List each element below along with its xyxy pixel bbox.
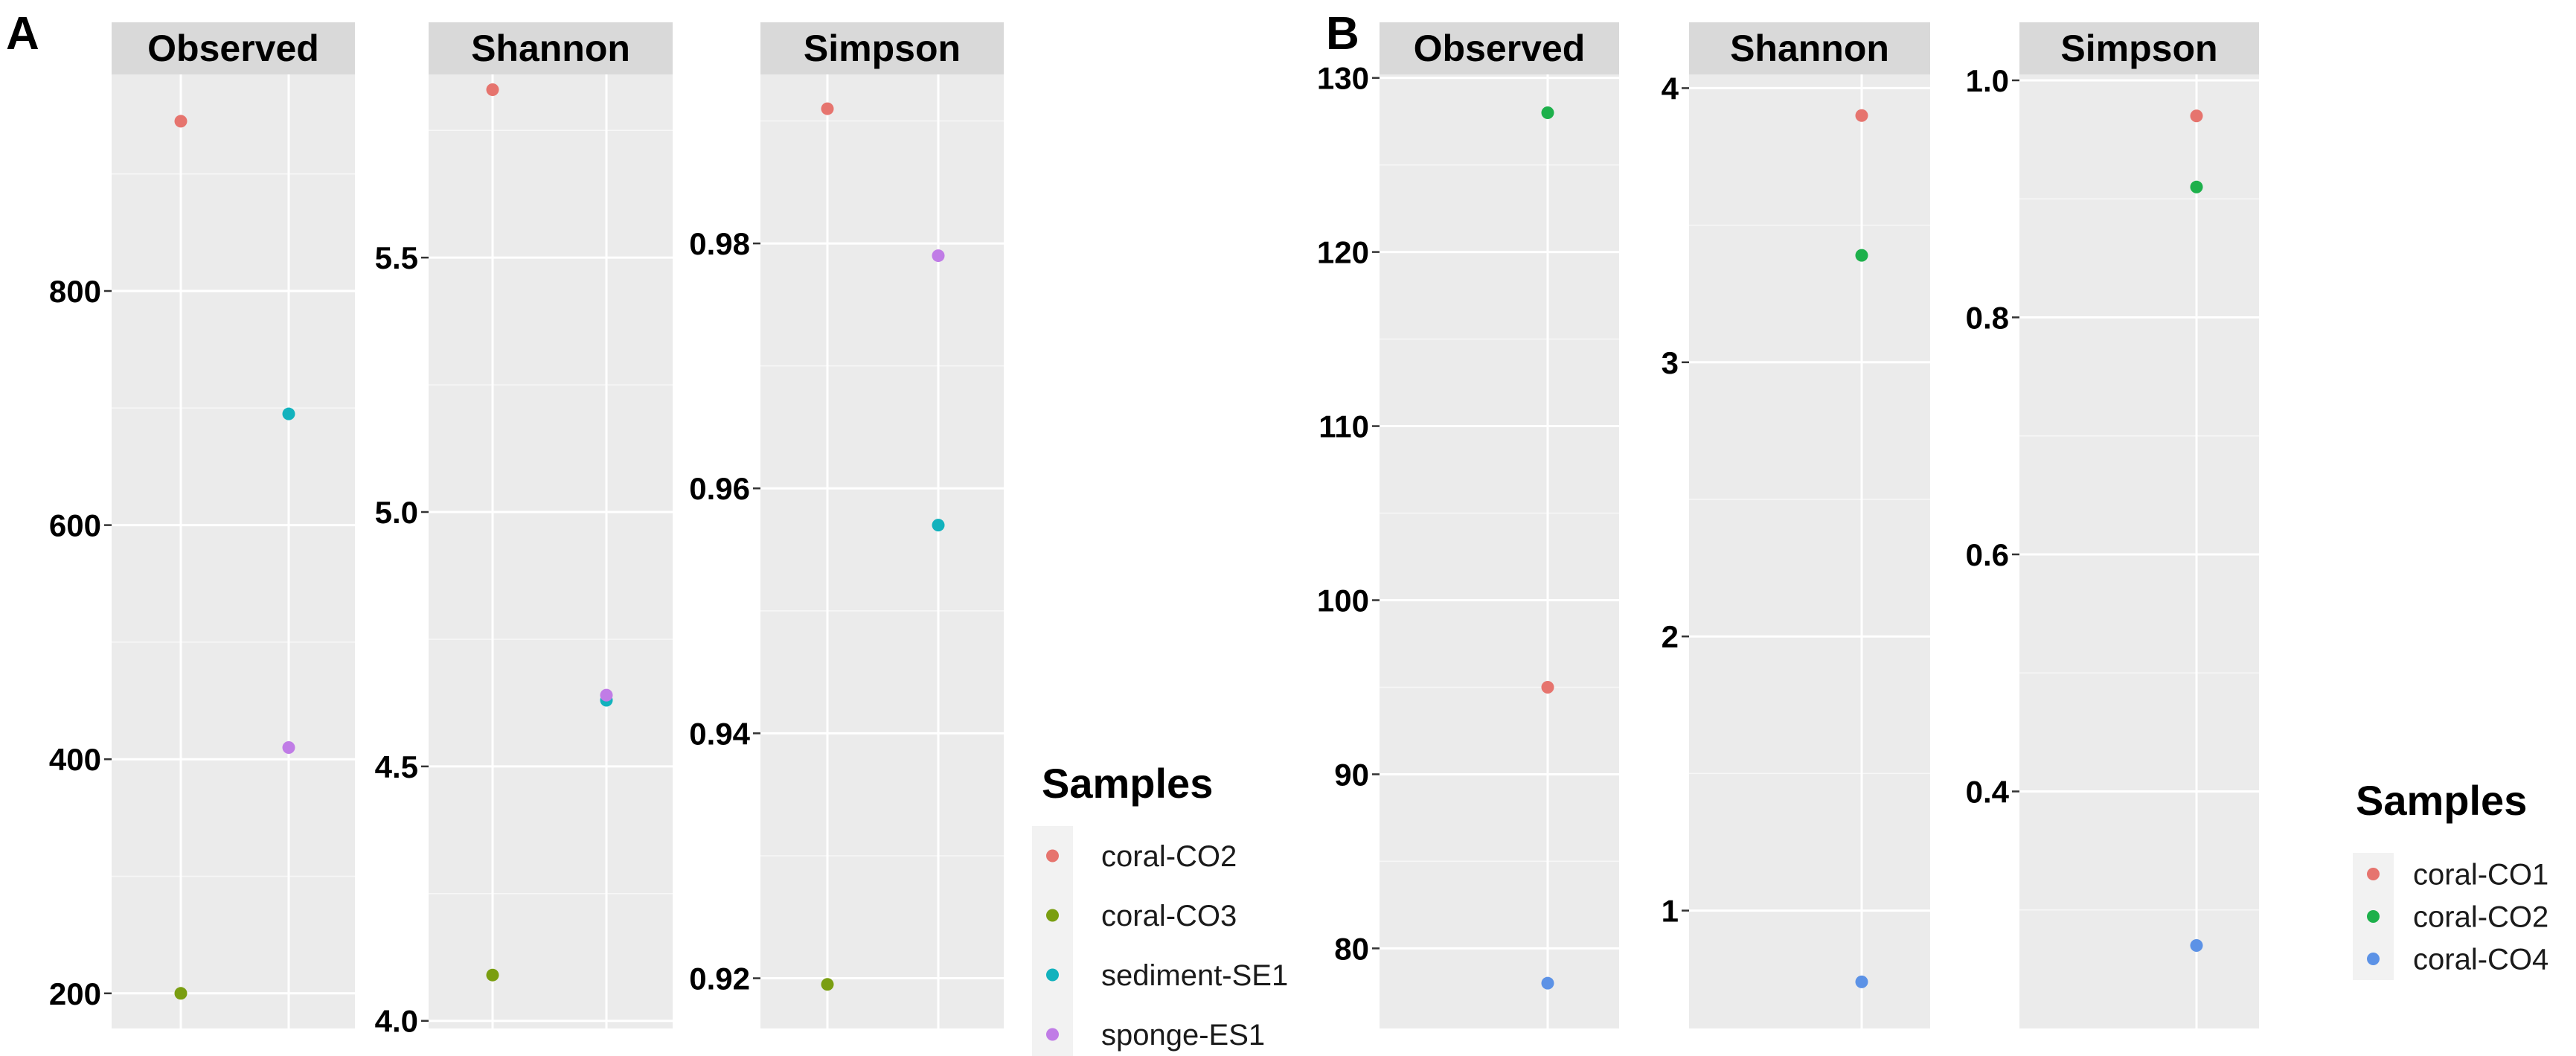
- y-tick-label: 0.6: [1966, 537, 2009, 572]
- facet-strip: [429, 22, 673, 74]
- panel-a-simpson-facet: Simpson 0.92 0.94 0.96 0.98: [689, 22, 1004, 1028]
- legend-key-coral-CO2: [1046, 849, 1059, 863]
- y-tick-label: 2: [1662, 619, 1679, 654]
- panel-a-shannon-facet: Shannon 4.0 4.5 5.0 5.5: [375, 22, 673, 1039]
- y-tick-label: 400: [49, 742, 101, 777]
- y-tick-label: 4: [1662, 71, 1679, 106]
- y-tick-label: 0.4: [1966, 774, 2010, 809]
- y-tick-label: 200: [49, 976, 101, 1011]
- legend-label: sediment-SE1: [1101, 959, 1288, 992]
- legend-label: coral-CO3: [1101, 900, 1237, 932]
- panel-a-label: A: [6, 8, 39, 60]
- y-tick-label: 5.0: [375, 495, 418, 530]
- legend-key-coral-CO1: [2367, 868, 2380, 880]
- y-tick-label: 0.92: [689, 961, 750, 996]
- legend-key-coral-CO4: [2367, 953, 2380, 965]
- legend-key-sediment-SE1: [1046, 968, 1059, 982]
- data-point-coral-CO2: [821, 102, 834, 115]
- facet-strip: [112, 22, 355, 74]
- y-tick-label: 130: [1317, 61, 1369, 96]
- data-point-coral-CO3: [821, 978, 834, 991]
- data-point-sponge-ES1: [282, 740, 295, 754]
- facet-title: Simpson: [2060, 28, 2217, 69]
- plot-background: [1380, 74, 1619, 1028]
- facet-title: Observed: [1414, 28, 1586, 69]
- y-tick-label: 1.0: [1966, 63, 2009, 98]
- legend-title: Samples: [1042, 760, 1213, 807]
- data-point-coral-CO2: [1855, 249, 1868, 262]
- legend-label: coral-CO2: [2413, 901, 2548, 934]
- legend-key-sponge-ES1: [1046, 1028, 1059, 1041]
- data-point-coral-CO2: [174, 115, 188, 128]
- plot-background: [1689, 74, 1930, 1028]
- y-tick-label: 0.8: [1966, 300, 2009, 335]
- y-tick-label: 5.5: [375, 240, 418, 275]
- y-tick-label: 800: [49, 274, 101, 309]
- facet-title: Shannon: [1730, 28, 1889, 69]
- y-tick-label: 0.98: [689, 226, 750, 261]
- panel-b-simpson-facet: Simpson 0.4 0.6 0.8 1.0: [1966, 22, 2259, 1028]
- y-tick-label: 4.5: [375, 749, 418, 784]
- panel-b-label: B: [1326, 8, 1359, 60]
- facet-title: Simpson: [804, 28, 961, 69]
- data-point-coral-CO4: [1855, 975, 1868, 988]
- data-point-sediment-SE1: [932, 519, 945, 532]
- y-tick-label: 1: [1662, 894, 1679, 929]
- legend-label: coral-CO1: [2413, 859, 2548, 892]
- y-tick-label: 4.0: [375, 1004, 418, 1039]
- data-point-coral-CO1: [2190, 109, 2203, 123]
- plot-background: [112, 74, 355, 1028]
- plot-background: [2019, 74, 2259, 1028]
- data-point-coral-CO2: [1541, 106, 1554, 119]
- legend-title: Samples: [2356, 777, 2527, 824]
- y-tick-label: 0.96: [689, 471, 750, 506]
- legend-key-coral-CO2: [2367, 910, 2380, 923]
- legend-label: coral-CO4: [2413, 944, 2548, 976]
- facet-strip: [2019, 22, 2259, 74]
- y-tick-label: 600: [49, 508, 101, 543]
- y-tick-label: 110: [1319, 409, 1369, 444]
- data-point-coral-CO3: [174, 987, 188, 1000]
- legend-label: sponge-ES1: [1101, 1019, 1265, 1052]
- plot-background: [760, 74, 1004, 1028]
- panel-a-legend: Samples coral-CO2 coral-CO3 sediment-SE1 spo…: [1032, 760, 1288, 1056]
- facet-strip: [760, 22, 1004, 74]
- facet-strip: [1380, 22, 1619, 74]
- data-point-coral-CO1: [1541, 680, 1554, 694]
- legend-key-coral-CO3: [1046, 909, 1059, 922]
- facet-title: Shannon: [471, 28, 630, 69]
- panel-a-observed-facet: Observed 200 400 600 800: [49, 22, 355, 1028]
- panel-b-legend: Samples coral-CO1 coral-CO2 coral-CO4: [2353, 777, 2548, 980]
- data-point-coral-CO2: [486, 83, 499, 97]
- y-tick-label: 90: [1334, 757, 1369, 792]
- data-point-coral-CO4: [1541, 976, 1554, 990]
- data-point-coral-CO4: [2190, 939, 2203, 953]
- y-tick-label: 80: [1334, 931, 1369, 966]
- data-point-coral-CO2: [2190, 180, 2203, 193]
- facet-strip: [1689, 22, 1930, 74]
- facet-title: Observed: [147, 28, 319, 69]
- data-point-coral-CO1: [1855, 109, 1868, 122]
- panel-b-observed-facet: Observed 80 90 100 110 120 130: [1317, 22, 1619, 1028]
- legend-label: coral-CO2: [1101, 840, 1237, 873]
- data-point-sediment-SE1: [282, 407, 295, 420]
- data-point-sponge-ES1: [932, 249, 945, 263]
- panel-b-shannon-facet: Shannon 1 2 3 4: [1662, 22, 1930, 1028]
- data-point-coral-CO3: [486, 968, 499, 982]
- y-tick-label: 3: [1662, 345, 1679, 380]
- y-tick-label: 100: [1317, 583, 1369, 618]
- y-tick-label: 120: [1317, 235, 1369, 270]
- data-point-sponge-ES1: [600, 688, 613, 702]
- y-tick-label: 0.94: [689, 716, 750, 751]
- plot-background: [429, 74, 673, 1028]
